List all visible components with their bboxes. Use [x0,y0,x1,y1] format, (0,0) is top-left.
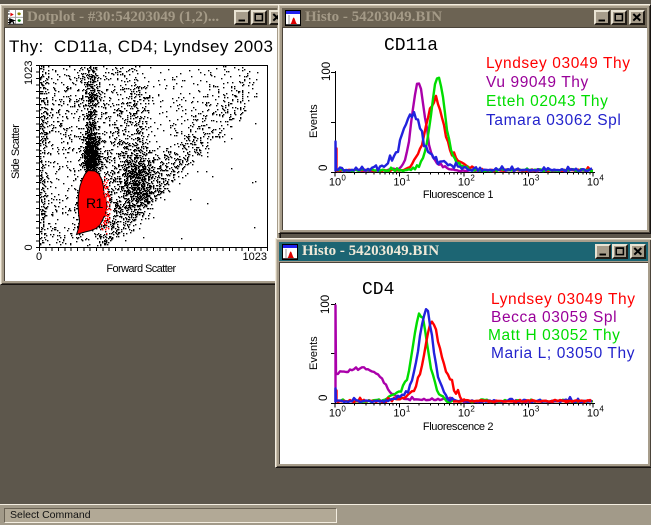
svg-text:0: 0 [318,165,330,171]
svg-text:Lyndsey 03049 Thy: Lyndsey 03049 Thy [486,55,631,72]
svg-text:Lyndsey 03049 Thy: Lyndsey 03049 Thy [491,291,636,308]
svg-text:0: 0 [36,251,42,263]
svg-text:Events: Events [308,104,320,138]
svg-text:100: 100 [320,295,332,314]
svg-text:Vu 99049 Thy: Vu 99049 Thy [486,74,589,91]
svg-text:4: 4 [599,174,604,183]
svg-text:10: 10 [587,177,599,189]
svg-text:Thy: CD11a, CD4; Lyndsey 2003: Thy: CD11a, CD4; Lyndsey 2003 [9,37,273,56]
svg-text:Fluorescence 1: Fluorescence 1 [423,189,494,201]
svg-text:4: 4 [599,405,604,414]
svg-text:Side Scatter: Side Scatter [10,124,22,179]
svg-text:Forward Scatter: Forward Scatter [106,263,176,275]
svg-text:10: 10 [522,177,534,189]
svg-text:CD4: CD4 [362,280,394,300]
svg-text:2: 2 [470,405,475,414]
svg-text:10: 10 [522,408,534,420]
svg-text:Etteh 02043 Thy: Etteh 02043 Thy [486,93,608,110]
svg-text:100: 100 [321,62,333,81]
svg-text:Tamara 03062 Spl: Tamara 03062 Spl [486,112,621,129]
svg-text:0: 0 [23,244,35,250]
svg-text:Becca 03059 Spl: Becca 03059 Spl [491,309,617,326]
svg-text:Fluorescence 2: Fluorescence 2 [423,421,494,433]
svg-text:R1: R1 [86,195,104,211]
svg-text:3: 3 [535,405,540,414]
svg-text:Matt H 03052 Thy: Matt H 03052 Thy [488,327,621,344]
svg-text:10: 10 [458,177,470,189]
svg-text:2: 2 [470,174,475,183]
svg-text:0: 0 [341,174,346,183]
svg-text:3: 3 [535,174,540,183]
svg-text:1: 1 [406,174,411,183]
svg-text:10: 10 [329,177,341,189]
svg-text:CD11a: CD11a [384,36,438,56]
svg-text:10: 10 [587,408,599,420]
svg-text:1023: 1023 [23,61,35,85]
svg-text:Events: Events [308,336,320,370]
svg-text:1: 1 [406,405,411,414]
svg-text:0: 0 [341,405,346,414]
svg-text:0: 0 [318,395,330,401]
svg-text:Maria L; 03050 Thy: Maria L; 03050 Thy [491,345,635,362]
svg-text:10: 10 [458,408,470,420]
svg-text:10: 10 [393,408,405,420]
svg-text:1023: 1023 [243,251,267,263]
svg-text:10: 10 [329,408,341,420]
svg-text:10: 10 [393,177,405,189]
